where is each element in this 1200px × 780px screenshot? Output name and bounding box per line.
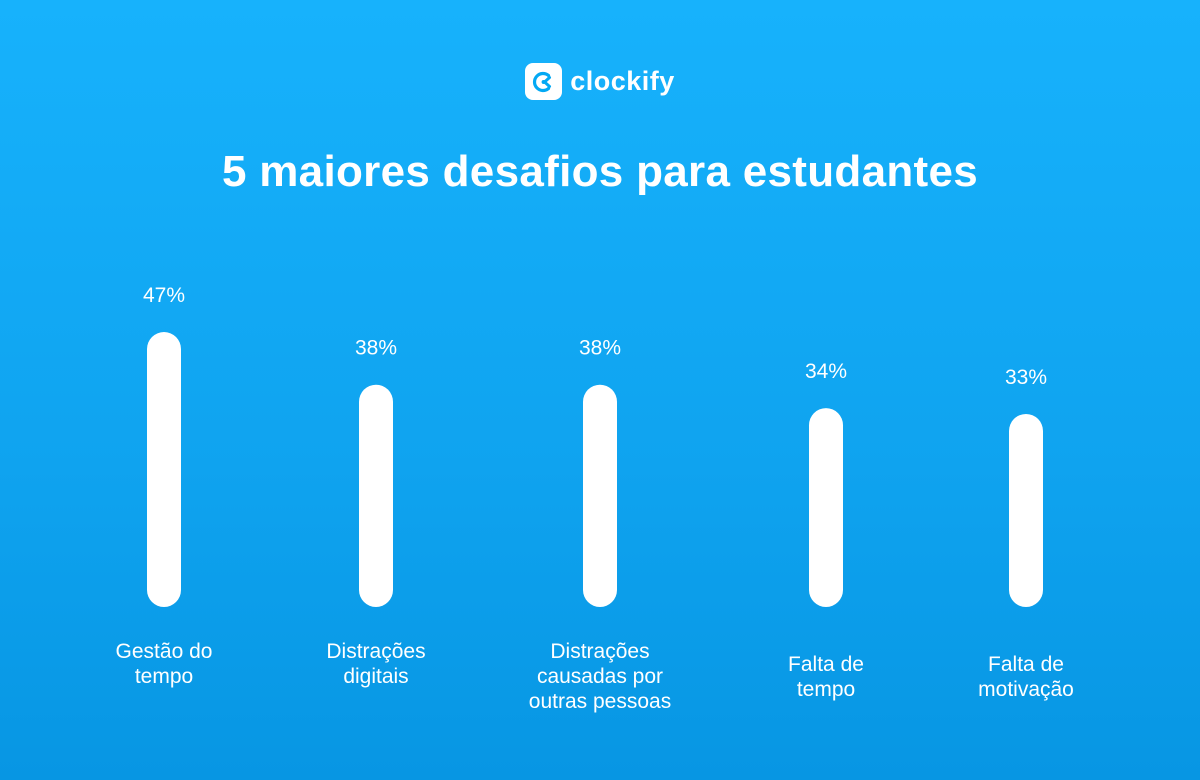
- value-label-3: 38%: [579, 337, 621, 360]
- category-label-line: Falta de: [788, 653, 864, 676]
- category-label-line: motivação: [978, 678, 1074, 701]
- clock-c-icon: [532, 71, 551, 92]
- value-label-5: 33%: [1005, 366, 1047, 389]
- category-label-4: Falta de tempo: [716, 652, 936, 702]
- value-label-2: 38%: [355, 337, 397, 360]
- bar-5: [1009, 413, 1043, 607]
- bar-1: [147, 332, 181, 607]
- category-label-line: digitais: [343, 665, 409, 688]
- category-label-3: Distrações causadas por outras pessoas: [490, 639, 710, 714]
- category-label-line: Distrações: [326, 640, 426, 663]
- bar-4: [809, 408, 843, 607]
- chart-title: 5 maiores desafios para estudantes: [221, 147, 979, 196]
- bar-2: [359, 384, 393, 607]
- category-label-line: Falta de: [988, 653, 1064, 676]
- category-label-line: tempo: [796, 678, 856, 701]
- value-label-1: 47%: [143, 284, 185, 307]
- clockify-logo-icon: [525, 63, 563, 100]
- category-label-1: Gestão do tempo: [54, 639, 274, 689]
- bar-3: [583, 384, 617, 607]
- category-label-line: Distrações: [550, 640, 650, 663]
- category-label-line: causadas por: [536, 665, 664, 688]
- category-label-5: Falta de motivação: [916, 652, 1136, 702]
- category-label-line: Gestão do: [115, 640, 213, 663]
- clockify-logo: clockify: [0, 63, 1200, 100]
- category-label-2: Distrações digitais: [266, 639, 486, 689]
- brand-name: clockify: [570, 66, 675, 96]
- category-label-line: tempo: [134, 665, 194, 688]
- category-label-line: outras pessoas: [528, 690, 672, 713]
- value-label-4: 34%: [805, 360, 847, 383]
